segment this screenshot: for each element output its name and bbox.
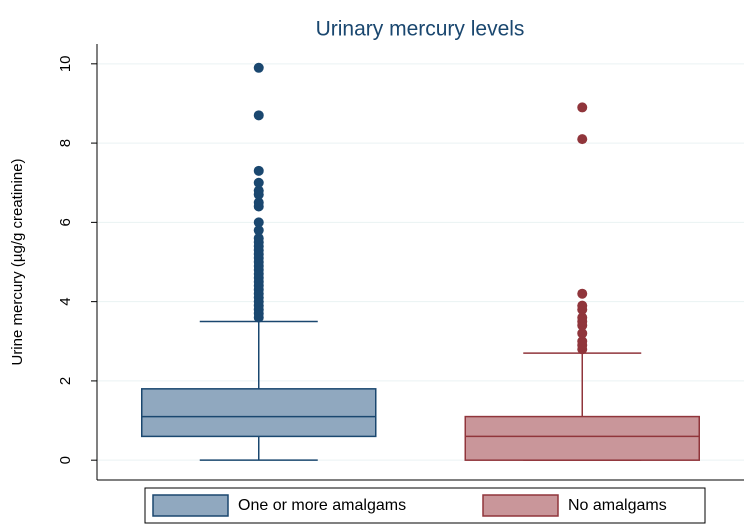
outlier	[577, 288, 588, 299]
outlier	[253, 110, 264, 121]
outlier	[253, 217, 264, 228]
outlier	[253, 165, 264, 176]
outlier	[577, 300, 588, 311]
outlier	[253, 185, 264, 196]
box	[141, 388, 377, 438]
outlier	[577, 336, 588, 347]
y-tick-label: 2	[57, 377, 74, 385]
y-axis-title: Urine mercury (µg/g creatinine)	[9, 158, 26, 365]
outlier	[577, 102, 588, 113]
outlier	[253, 197, 264, 208]
legend-swatch	[152, 494, 229, 517]
y-tick-label: 4	[57, 297, 74, 305]
outlier	[577, 312, 588, 323]
outlier	[253, 177, 264, 188]
box	[464, 415, 700, 461]
outlier	[253, 225, 264, 236]
y-tick-label: 8	[57, 139, 74, 147]
y-tick-label: 6	[57, 218, 74, 226]
outlier	[253, 62, 264, 73]
legend-label: No amalgams	[568, 497, 667, 514]
legend	[144, 487, 706, 524]
legend-swatch	[482, 494, 559, 517]
outlier	[253, 233, 264, 244]
y-tick-label: 10	[57, 55, 74, 72]
outlier	[577, 328, 588, 339]
outlier	[577, 134, 588, 145]
y-tick-label: 0	[57, 456, 74, 464]
legend-label: One or more amalgams	[238, 497, 406, 514]
chart-title: Urinary mercury levels	[316, 18, 525, 41]
